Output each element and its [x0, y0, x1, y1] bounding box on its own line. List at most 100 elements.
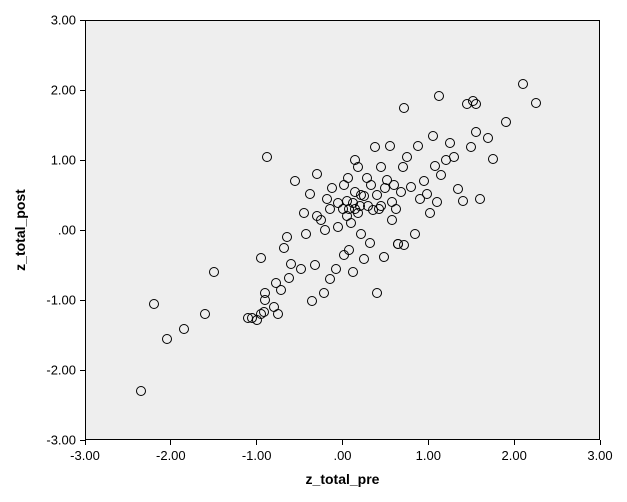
y-tick-label: -2.00 [46, 363, 76, 378]
x-tick-label: 3.00 [587, 448, 612, 463]
scatter-marker [331, 264, 341, 274]
scatter-marker [385, 141, 395, 151]
y-tick-label: 2.00 [51, 83, 76, 98]
x-tick-mark [514, 440, 515, 445]
scatter-marker [366, 180, 376, 190]
scatter-marker [325, 274, 335, 284]
x-tick-mark [428, 440, 429, 445]
x-tick-mark [342, 440, 343, 445]
x-tick-mark [85, 440, 86, 445]
x-tick-label: -1.00 [242, 448, 272, 463]
x-tick-mark [170, 440, 171, 445]
scatter-marker [333, 222, 343, 232]
scatter-marker [162, 334, 172, 344]
scatter-marker [471, 127, 481, 137]
scatter-marker [149, 299, 159, 309]
scatter-marker [319, 288, 329, 298]
scatter-marker [327, 183, 337, 193]
scatter-marker [396, 187, 406, 197]
scatter-marker [299, 208, 309, 218]
scatter-marker [279, 243, 289, 253]
y-tick-mark [80, 370, 85, 371]
scatter-marker [359, 254, 369, 264]
y-tick-label: 3.00 [51, 13, 76, 28]
y-tick-label: .00 [58, 223, 76, 238]
x-tick-label: -3.00 [70, 448, 100, 463]
scatter-marker [365, 238, 375, 248]
scatter-marker [259, 307, 269, 317]
x-tick-label: 1.00 [416, 448, 441, 463]
scatter-marker [399, 103, 409, 113]
scatter-marker [312, 169, 322, 179]
y-tick-mark [80, 230, 85, 231]
scatter-marker [356, 229, 366, 239]
x-tick-mark [256, 440, 257, 445]
scatter-marker [387, 215, 397, 225]
y-tick-label: 1.00 [51, 153, 76, 168]
scatter-marker [475, 194, 485, 204]
scatter-marker [518, 79, 528, 89]
scatter-marker [301, 229, 311, 239]
scatter-marker [453, 184, 463, 194]
scatter-marker [398, 162, 408, 172]
scatter-marker [209, 267, 219, 277]
scatter-marker [471, 99, 481, 109]
scatter-marker [286, 259, 296, 269]
scatter-marker [483, 133, 493, 143]
scatter-marker [376, 201, 386, 211]
scatter-marker [399, 240, 409, 250]
scatter-marker [200, 309, 210, 319]
scatter-marker [353, 162, 363, 172]
scatter-marker [296, 264, 306, 274]
y-tick-label: -1.00 [46, 293, 76, 308]
x-tick-label: -2.00 [156, 448, 186, 463]
scatter-marker [282, 232, 292, 242]
scatter-marker [372, 190, 382, 200]
scatter-marker [346, 218, 356, 228]
scatter-marker [466, 142, 476, 152]
scatter-marker [273, 309, 283, 319]
scatter-marker [449, 152, 459, 162]
y-tick-mark [80, 20, 85, 21]
y-tick-mark [80, 300, 85, 301]
scatter-marker [419, 176, 429, 186]
scatter-marker [307, 296, 317, 306]
scatter-chart: -3.00 -2.00 -1.00 .00 1.00 2.00 3.00 -3.00 -2.00… [0, 0, 627, 502]
y-tick-mark [80, 160, 85, 161]
scatter-marker [531, 98, 541, 108]
x-axis-label: z_total_pre [306, 471, 380, 487]
y-axis-label: z_total_post [12, 189, 28, 271]
x-tick-mark [600, 440, 601, 445]
scatter-marker [406, 182, 416, 192]
scatter-marker [305, 189, 315, 199]
scatter-marker [501, 117, 511, 127]
scatter-marker [136, 386, 146, 396]
scatter-marker [320, 225, 330, 235]
scatter-marker [425, 208, 435, 218]
scatter-marker [402, 152, 412, 162]
scatter-marker [391, 204, 401, 214]
y-tick-mark [80, 440, 85, 441]
scatter-marker [284, 273, 294, 283]
scatter-marker [445, 138, 455, 148]
scatter-marker [276, 285, 286, 295]
scatter-marker [370, 142, 380, 152]
scatter-marker [430, 161, 440, 171]
y-tick-mark [80, 90, 85, 91]
scatter-marker [322, 194, 332, 204]
scatter-marker [488, 154, 498, 164]
scatter-marker [376, 162, 386, 172]
scatter-marker [413, 141, 423, 151]
scatter-marker [422, 189, 432, 199]
scatter-marker [310, 260, 320, 270]
y-tick-label: -3.00 [46, 433, 76, 448]
scatter-marker [458, 196, 468, 206]
x-tick-label: .00 [333, 448, 351, 463]
scatter-marker [262, 152, 272, 162]
scatter-marker [290, 176, 300, 186]
scatter-marker [316, 215, 326, 225]
scatter-marker [432, 197, 442, 207]
scatter-marker [348, 267, 358, 277]
scatter-marker [379, 252, 389, 262]
scatter-marker [434, 91, 444, 101]
